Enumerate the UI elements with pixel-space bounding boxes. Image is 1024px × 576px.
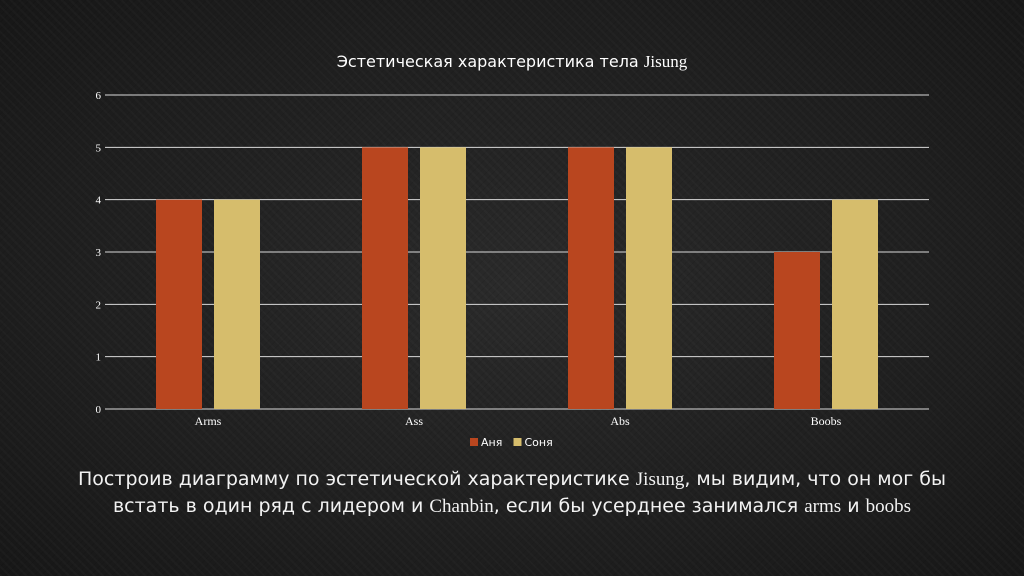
bar-ass-1: [362, 147, 408, 410]
caption-text-2: , мы видим, что он мог бы встать в один …: [112, 468, 946, 517]
x-tick-label-abs: Abs: [610, 414, 630, 428]
x-tick-label-arms: Arms: [195, 414, 222, 428]
y-tick-label-4: 4: [96, 195, 102, 207]
legend-swatch-1: [470, 438, 478, 446]
legend-label-1: Аня: [481, 436, 502, 449]
caption-word-boobs: boobs: [865, 496, 912, 517]
caption-text-3: , если бы усерднее занимался: [493, 495, 805, 517]
x-tick-label-boobs: Boobs: [811, 414, 842, 428]
y-tick-label-0: 0: [96, 404, 102, 416]
bar-ass-2: [420, 147, 466, 410]
legend-label-2: Соня: [525, 436, 553, 449]
bar-chart: Эстетическая характеристика тела Jisung …: [96, 52, 929, 449]
x-axis-ticks: Arms Ass Abs Boobs: [195, 414, 842, 428]
chart-title-main: Эстетическая характеристика тела: [337, 52, 644, 71]
caption-word-arms: arms: [804, 496, 842, 517]
y-tick-label-1: 1: [96, 352, 102, 364]
x-tick-label-ass: Ass: [405, 414, 423, 428]
y-tick-label-2: 2: [96, 299, 102, 311]
chart-title: Эстетическая характеристика тела Jisung: [337, 52, 688, 71]
caption-text-1: Построив диаграмму по эстетической харак…: [78, 468, 636, 490]
caption-name-jisung: Jisung: [635, 469, 685, 490]
legend-swatch-2: [513, 438, 522, 446]
caption-text-4: и: [841, 495, 866, 517]
y-tick-label-6: 6: [96, 90, 102, 102]
legend: Аня Соня: [470, 436, 553, 449]
bar-abs-1: [568, 147, 614, 410]
y-axis-ticks: 0 1 2 3 4 5 6: [96, 90, 102, 416]
bar-arms-2: [214, 199, 260, 409]
bar-boobs-2: [832, 199, 878, 409]
chart-title-name: Jisung: [644, 52, 688, 71]
y-tick-label-3: 3: [96, 247, 102, 259]
bar-abs-2: [626, 147, 672, 410]
caption-name-chanbin: Chanbin: [429, 496, 494, 517]
bar-boobs-1: [774, 252, 820, 409]
bars: [156, 147, 878, 410]
bar-arms-1: [156, 199, 202, 409]
y-tick-label-5: 5: [96, 142, 102, 154]
slide-caption: Построив диаграмму по эстетической харак…: [60, 466, 964, 520]
